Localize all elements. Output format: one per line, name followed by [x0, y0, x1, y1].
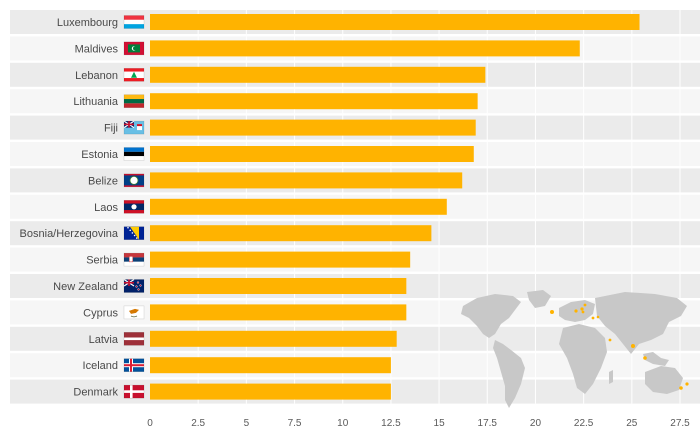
category-label: Laos [94, 202, 118, 214]
denmark-flag-icon [123, 384, 145, 399]
bar-belize [150, 172, 463, 189]
laos-flag-icon [123, 200, 145, 214]
fiji-flag-icon [123, 120, 145, 135]
maldives-flag-icon [123, 41, 145, 56]
x-tick-label: 22.5 [574, 418, 594, 429]
estonia-flag-icon [123, 147, 145, 161]
bar-lithuania [150, 93, 478, 110]
category-label: Serbia [86, 255, 119, 267]
x-axis-tick-labels: 0 2.5 5 7.5 10 12.5 15 17.5 20 22.5 25 27.5 [147, 418, 690, 429]
category-label: Belize [88, 175, 118, 187]
cyprus-flag-icon [123, 305, 145, 320]
x-tick-label: 25 [626, 418, 638, 429]
x-tick-label: 10 [337, 418, 349, 429]
world-map-icon [461, 290, 689, 408]
iceland-flag-icon [123, 358, 145, 373]
x-tick-label: 20 [530, 418, 542, 429]
x-tick-label: 12.5 [381, 418, 401, 429]
latvia-flag-icon [123, 331, 145, 346]
category-label: Latvia [89, 334, 119, 346]
lebanon-flag-icon [123, 68, 145, 82]
x-tick-label: 0 [147, 418, 153, 429]
bar-luxembourg [150, 14, 640, 30]
luxembourg-flag-icon [123, 15, 145, 29]
category-label: Lithuania [73, 96, 119, 108]
bar-fiji [150, 119, 476, 136]
bars [150, 14, 640, 400]
bar-latvia [150, 330, 397, 347]
category-label: Iceland [83, 360, 118, 372]
category-label: Fiji [104, 123, 118, 135]
lithuania-flag-icon [123, 94, 145, 108]
category-label: Denmark [73, 387, 118, 399]
x-tick-label: 15 [434, 418, 446, 429]
bar-iceland [150, 357, 391, 374]
bar-bosnia-herzegovina [150, 225, 432, 242]
x-tick-label: 2.5 [191, 418, 205, 429]
x-tick-label: 5 [244, 418, 250, 429]
bar-laos [150, 198, 447, 215]
category-labels: Luxembourg Maldives Lebanon Lithuania Fiji Es… [20, 17, 119, 399]
category-label: Luxembourg [57, 17, 118, 29]
category-label: Cyprus [83, 307, 118, 319]
bosnia-herzegovina-flag-icon [123, 226, 145, 240]
bar-estonia [150, 146, 474, 162]
belize-flag-icon [123, 173, 145, 188]
category-label: Lebanon [75, 70, 118, 82]
category-label: Bosnia/Herzegovina [20, 228, 119, 240]
bar-serbia [150, 251, 411, 268]
bar-denmark [150, 383, 391, 400]
new-zealand-flag-icon [123, 278, 145, 293]
category-label: Estonia [81, 149, 119, 161]
category-label: Maldives [75, 43, 119, 55]
x-tick-label: 27.5 [670, 418, 690, 429]
bar-lebanon [150, 66, 486, 83]
bar-cyprus [150, 304, 407, 321]
category-label: New Zealand [53, 281, 118, 293]
x-tick-label: 7.5 [288, 418, 302, 429]
bar-new-zealand [150, 278, 407, 294]
x-tick-label: 17.5 [478, 418, 498, 429]
serbia-flag-icon [123, 252, 145, 267]
flags [123, 15, 145, 399]
bar-maldives [150, 40, 580, 57]
